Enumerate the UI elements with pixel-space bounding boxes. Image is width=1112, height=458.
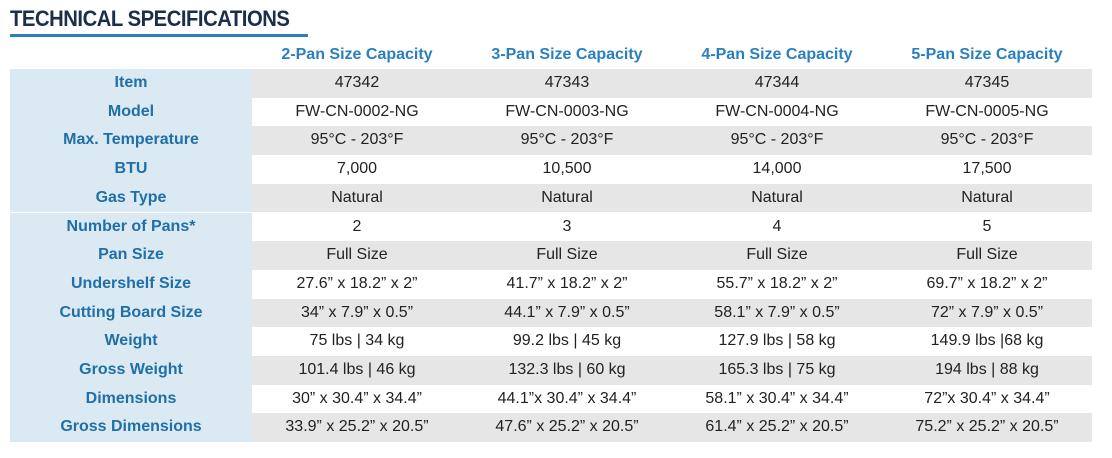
cell: FW-CN-0004-NG [715, 102, 839, 120]
row-background [252, 384, 1092, 414]
title: TECHNICAL SPECIFICATIONS [10, 6, 290, 31]
cell: 33.9” x 25.2” x 20.5” [285, 418, 429, 436]
cell: 55.7” x 18.2” x 2” [716, 274, 838, 292]
cell: Full Size [746, 246, 808, 264]
cell: 4 [772, 217, 782, 235]
row-background [252, 69, 1092, 98]
column-header: 2-Pan Size Capacity [281, 46, 433, 63]
cell: 3 [562, 217, 572, 235]
cell: Full Size [326, 246, 388, 264]
cell: 44.1” x 7.9” x 0.5” [504, 303, 630, 321]
cell: 58.1” x 30.4” x 34.4” [705, 389, 849, 407]
cell: 95°C - 203°F [520, 131, 614, 149]
row-label: Item [10, 69, 252, 98]
cell: 101.4 lbs | 46 kg [298, 361, 416, 378]
cell: 41.7” x 18.2” x 2” [506, 274, 628, 292]
row-background [252, 413, 1092, 443]
cell: 47.6” x 25.2” x 20.5” [495, 418, 639, 436]
cell: 149.9 lbs |68 kg [930, 332, 1044, 350]
cell: 10,500 [542, 160, 592, 178]
cell: 72”x 30.4” x 34.4” [924, 389, 1050, 407]
cell: 27.6” x 18.2” x 2” [296, 274, 418, 292]
row-label: Gross Dimensions [10, 413, 252, 443]
row-label: Pan Size [10, 241, 252, 270]
cell: 95°C - 203°F [310, 131, 404, 149]
row-label: Number of Pans* [10, 212, 252, 242]
cell: FW-CN-0005-NG [925, 102, 1049, 120]
cell: 72” x 7.9” x 0.5” [930, 303, 1044, 321]
cell: 47343 [544, 74, 590, 91]
row-label: Model [10, 97, 252, 127]
row-label: Cutting Board Size [10, 298, 252, 328]
cell: Natural [331, 188, 383, 206]
cell: 75.2” x 25.2” x 20.5” [915, 418, 1059, 436]
cell: 2 [352, 217, 362, 235]
row-label: Max. Temperature [10, 126, 252, 156]
cell: 14,000 [752, 160, 802, 178]
cell: Full Size [956, 246, 1018, 264]
cell: 17,500 [962, 160, 1012, 178]
row-label: Weight [10, 327, 252, 356]
row-label: Gas Type [10, 183, 252, 213]
row-label: Dimensions [10, 384, 252, 414]
cell: 58.1” x 7.9” x 0.5” [714, 303, 840, 321]
cell: Full Size [536, 246, 598, 264]
cell: 99.2 lbs | 45 kg [512, 332, 622, 350]
column-header: 3-Pan Size Capacity [491, 46, 643, 63]
cell: 194 lbs | 88 kg [935, 361, 1039, 378]
cell: 61.4” x 25.2” x 20.5” [705, 418, 849, 436]
row-background [252, 269, 1092, 299]
row-background [252, 183, 1092, 213]
cell: 34” x 7.9” x 0.5” [300, 303, 414, 321]
cell: 30” x 30.4” x 34.4” [292, 389, 422, 407]
cell: Natural [961, 188, 1013, 206]
cell: 127.9 lbs | 58 kg [718, 332, 836, 350]
row-background [252, 327, 1092, 356]
row-background [252, 126, 1092, 156]
title-underline [10, 34, 308, 37]
row-background [252, 356, 1092, 385]
cell: 69.7” x 18.2” x 2” [926, 274, 1048, 292]
cell: 47342 [334, 74, 380, 91]
cell: 5 [982, 217, 992, 235]
cell: 95°C - 203°F [940, 131, 1034, 149]
column-header: 4-Pan Size Capacity [701, 46, 853, 63]
row-label: BTU [10, 155, 252, 184]
cell: FW-CN-0002-NG [295, 102, 419, 120]
cell: Natural [541, 188, 593, 206]
row-background [252, 97, 1092, 127]
row-background [252, 155, 1092, 184]
row-background [252, 212, 1092, 242]
cell: Natural [751, 188, 803, 206]
cell: 47345 [964, 74, 1010, 91]
cell: 132.3 lbs | 60 kg [508, 361, 626, 378]
cell: 165.3 lbs | 75 kg [718, 361, 836, 378]
column-header: 5-Pan Size Capacity [911, 46, 1063, 63]
cell: 7,000 [336, 160, 378, 178]
row-label: Undershelf Size [10, 269, 252, 299]
cell: 44.1”x 30.4” x 34.4” [497, 389, 637, 407]
row-label: Gross Weight [10, 356, 252, 385]
cell: 95°C - 203°F [730, 131, 824, 149]
cell: FW-CN-0003-NG [505, 102, 629, 120]
cell: 47344 [754, 74, 800, 91]
cell: 75 lbs | 34 kg [309, 332, 405, 350]
row-background [252, 241, 1092, 270]
row-background [252, 298, 1092, 328]
